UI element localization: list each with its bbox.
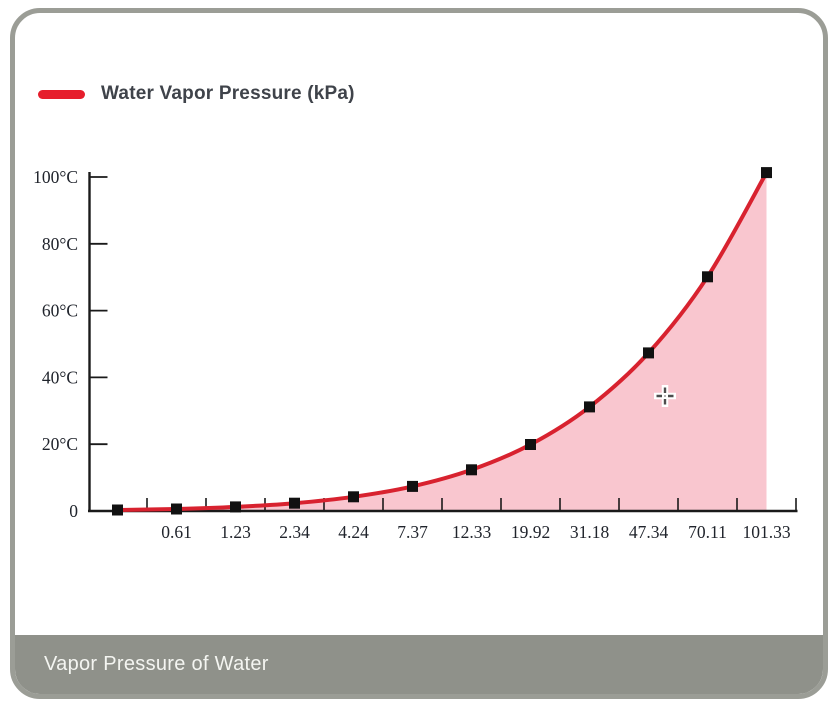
data-point-marker: [407, 480, 418, 492]
data-point-marker: [643, 347, 654, 359]
x-axis-label: 19.92: [511, 522, 550, 542]
footer-bar: Vapor Pressure of Water: [15, 635, 823, 694]
y-axis-label: 60°C: [42, 301, 78, 321]
series-area: [117, 172, 767, 511]
chart-legend: Water Vapor Pressure (kPa): [38, 79, 355, 109]
data-point-marker: [761, 167, 772, 179]
data-point-marker: [289, 497, 300, 509]
x-axis-label: 31.18: [570, 522, 610, 542]
y-axis-label: 80°C: [42, 234, 78, 254]
data-point-marker: [348, 491, 359, 503]
x-axis-label: 101.33: [742, 522, 790, 542]
data-point-marker: [230, 501, 241, 513]
x-axis-label: 2.34: [279, 522, 310, 542]
legend-label: Water Vapor Pressure (kPa): [101, 83, 355, 104]
footer-title: Vapor Pressure of Water: [44, 653, 269, 675]
legend-line-icon: [38, 89, 85, 99]
x-axis-label: 1.23: [220, 522, 251, 542]
data-point-marker: [525, 439, 536, 450]
x-axis-label: 4.24: [338, 522, 369, 542]
cursor-crosshair-icon: [654, 385, 676, 407]
x-axis-label: 0.61: [161, 522, 192, 542]
x-axis-labels: 0.61 1.23 2.34 4.24 7.37 12.33 19.92 31.18 47.34…: [161, 522, 791, 542]
series-markers: [112, 167, 772, 516]
data-point-marker: [112, 504, 123, 516]
x-axis-label: 12.33: [452, 522, 492, 542]
x-axis-label: 70.11: [688, 522, 727, 542]
y-axis-labels: 0 20°C 40°C 60°C 80°C 100°C: [33, 167, 78, 521]
data-point-marker: [171, 503, 182, 515]
data-point-marker: [702, 271, 713, 283]
data-point-marker: [584, 401, 595, 413]
y-axis-label: 20°C: [42, 434, 78, 454]
x-axis-label: 47.34: [629, 522, 669, 542]
y-axis-ticks: [89, 176, 108, 512]
y-axis-label: 0: [69, 501, 78, 521]
y-axis-label: 100°C: [33, 167, 78, 187]
x-axis-label: 7.37: [397, 522, 428, 542]
y-axis-label: 40°C: [42, 367, 78, 387]
data-point-marker: [466, 464, 477, 476]
